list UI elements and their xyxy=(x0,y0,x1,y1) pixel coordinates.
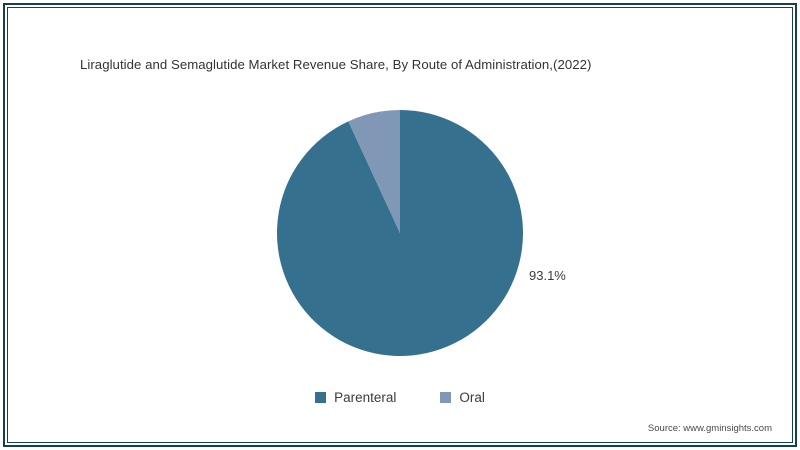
pie-slice-parenteral[interactable] xyxy=(276,110,523,356)
legend-swatch-parenteral xyxy=(315,392,327,403)
legend-label-parenteral: Parenteral xyxy=(334,390,397,405)
chart-title: Liraglutide and Semaglutide Market Reven… xyxy=(80,57,592,72)
chart-legend: Parenteral Oral xyxy=(0,390,800,405)
legend-label-oral: Oral xyxy=(459,390,485,405)
legend-swatch-oral xyxy=(440,392,452,403)
legend-item-parenteral[interactable]: Parenteral xyxy=(315,390,396,405)
pie-chart xyxy=(276,110,523,356)
pie-chart-svg xyxy=(276,110,523,356)
pie-slice-oral[interactable] xyxy=(348,110,400,233)
pie-data-label-parenteral: 93.1% xyxy=(529,268,566,283)
source-attribution: Source: www.gminsights.com xyxy=(647,423,772,434)
legend-item-oral[interactable]: Oral xyxy=(440,390,485,405)
